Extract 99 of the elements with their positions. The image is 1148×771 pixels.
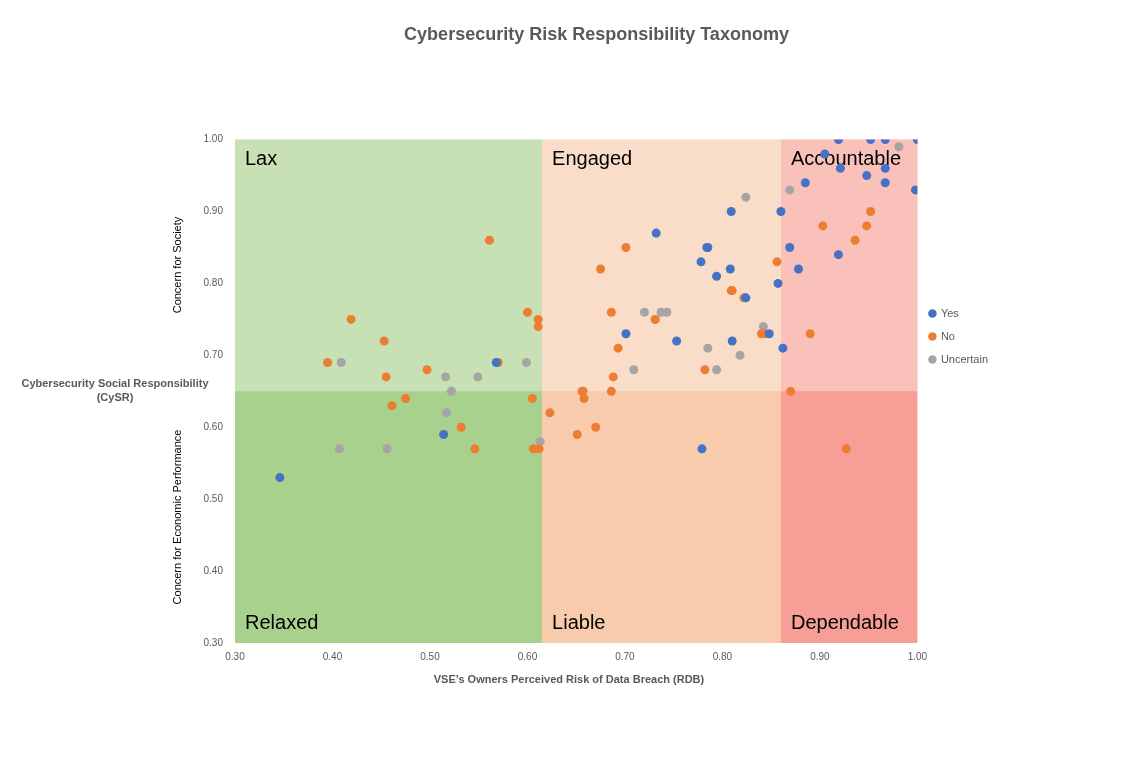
point	[379, 336, 389, 346]
point	[833, 250, 843, 260]
point	[596, 264, 606, 274]
x-tick-label: 0.90	[810, 650, 831, 662]
point	[323, 358, 333, 368]
point	[527, 393, 537, 403]
point	[439, 429, 449, 439]
point	[741, 192, 751, 202]
legend-label: No	[940, 329, 955, 342]
point	[629, 365, 639, 375]
text: Concern for Economic Performance	[171, 429, 183, 605]
y-tick-label: 0.50	[203, 492, 224, 504]
point	[473, 372, 483, 382]
point	[880, 178, 890, 188]
point	[334, 444, 344, 454]
point	[735, 350, 745, 360]
x-tick-label: 0.40	[322, 650, 343, 662]
point	[712, 365, 722, 375]
point	[521, 358, 531, 368]
point	[456, 422, 466, 432]
x-tick-label: 1.00	[907, 650, 928, 662]
point	[442, 408, 452, 418]
point	[862, 221, 872, 231]
point	[651, 228, 661, 238]
point	[700, 365, 710, 375]
y-tick-label: 0.30	[203, 636, 224, 648]
point	[346, 314, 356, 324]
point	[606, 307, 616, 317]
point	[591, 422, 601, 432]
point	[441, 372, 451, 382]
annotation: Engaged	[552, 147, 633, 170]
y-tick-label: 0.80	[203, 277, 224, 289]
band-label: Relaxed	[245, 610, 319, 633]
point	[621, 242, 631, 252]
point	[910, 185, 918, 195]
y-axis-title: Cybersecurity Social Responsibility (CySR)	[20, 376, 210, 404]
x-tick-label: 0.70	[615, 650, 636, 662]
point	[621, 329, 631, 339]
band-label: Liable	[552, 610, 606, 633]
annotation: Lax	[245, 147, 278, 170]
point	[381, 372, 391, 382]
point	[727, 336, 737, 346]
point	[470, 444, 480, 454]
point	[545, 408, 555, 418]
point	[336, 358, 346, 368]
point	[401, 393, 411, 403]
point	[697, 444, 707, 454]
point	[387, 401, 397, 411]
point	[446, 386, 456, 396]
point	[522, 307, 532, 317]
point	[606, 386, 616, 396]
x-tick-label: 0.30	[225, 650, 246, 662]
legend-label: Uncertain	[940, 352, 988, 365]
point	[841, 444, 851, 454]
point	[818, 221, 828, 231]
legend-label: Yes	[940, 306, 960, 319]
point	[639, 307, 649, 317]
y-tick-label: 0.70	[203, 349, 224, 361]
point	[764, 329, 774, 339]
point	[850, 235, 860, 245]
point	[382, 444, 392, 454]
x-tick-label: 0.80	[712, 650, 733, 662]
y-tick-label: 0.40	[203, 564, 224, 576]
point	[805, 329, 815, 339]
point	[786, 386, 796, 396]
point	[776, 207, 786, 217]
point	[726, 207, 736, 217]
point	[533, 322, 543, 332]
x-tick-label: 0.50	[420, 650, 441, 662]
y-tick-label: 0.90	[203, 205, 224, 217]
point	[778, 343, 788, 353]
point	[572, 429, 582, 439]
x-tick-label: 0.60	[517, 650, 538, 662]
point	[793, 264, 803, 274]
y-tick-label: 1.00	[203, 133, 224, 145]
point	[866, 207, 876, 217]
point	[725, 264, 735, 274]
point	[696, 257, 706, 267]
text: Concern for Society	[171, 217, 183, 314]
point	[422, 365, 432, 375]
point	[773, 278, 783, 288]
point	[785, 242, 795, 252]
point	[772, 257, 782, 267]
point	[672, 336, 682, 346]
point	[608, 372, 618, 382]
point	[785, 185, 795, 195]
point	[613, 343, 623, 353]
point	[800, 178, 810, 188]
point	[862, 171, 872, 181]
x-axis-title: VSE’s Owners Perceived Risk of Data Breach (RDB)	[432, 672, 706, 686]
point	[275, 473, 285, 483]
annotation: Accountable	[790, 147, 902, 170]
point	[712, 271, 722, 281]
y-tick-label: 0.60	[203, 421, 224, 433]
point	[579, 393, 589, 403]
point	[703, 343, 713, 353]
point	[484, 235, 494, 245]
band-label: Dependable	[790, 610, 899, 633]
chart-title: Cybersecurity Risk Responsibility Taxonomy	[404, 23, 789, 44]
